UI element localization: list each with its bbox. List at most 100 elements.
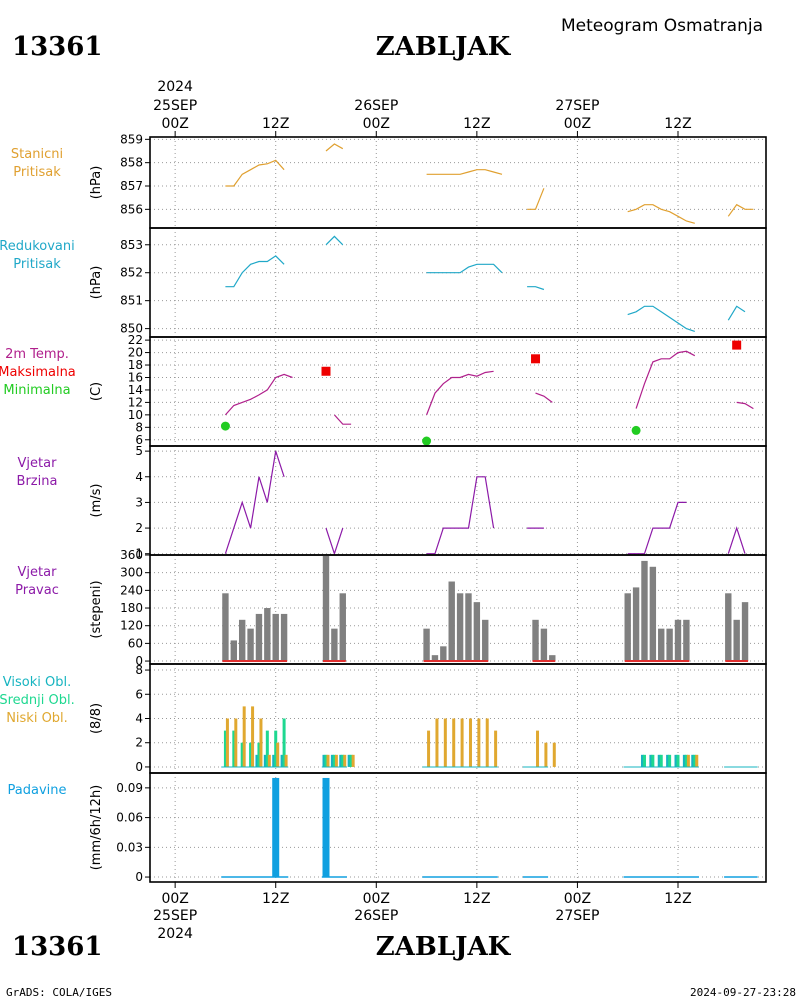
cloud-bar xyxy=(232,730,236,767)
y-tick-label: 0 xyxy=(135,870,143,884)
cloud-bar xyxy=(265,730,269,767)
wind-direction-bar xyxy=(465,593,472,662)
y-tick-label: 22 xyxy=(128,333,143,347)
y-tick-label: 8 xyxy=(135,663,143,677)
cloud-bar xyxy=(255,754,259,767)
series-line xyxy=(535,392,553,403)
y-tick-label: 0 xyxy=(135,760,143,774)
wind-direction-bar xyxy=(733,619,740,662)
time-tick-label: 00Z xyxy=(161,891,188,907)
wind-direction-bar xyxy=(280,613,288,662)
series-label: Padavine xyxy=(8,783,67,798)
y-tick-label: 853 xyxy=(120,238,143,252)
series-line xyxy=(627,501,687,555)
y-axis-unit: (hPa) xyxy=(89,166,104,200)
y-tick-label: 852 xyxy=(120,266,143,280)
min-temp-marker xyxy=(631,425,641,435)
y-tick-label: 18 xyxy=(128,358,143,372)
series-label: Pravac xyxy=(15,583,59,598)
cloud-bar xyxy=(666,754,670,767)
wind-direction-bar xyxy=(272,613,279,662)
cloud-bar xyxy=(257,742,261,767)
series-label: Niski Obl. xyxy=(6,711,68,726)
y-tick-label: 850 xyxy=(120,322,143,336)
y-tick-label: 0.09 xyxy=(116,781,143,795)
time-tick-label: 00Z xyxy=(564,116,591,132)
y-tick-label: 0.03 xyxy=(116,840,143,854)
y-tick-label: 6 xyxy=(135,433,143,447)
y-tick-label: 858 xyxy=(120,156,143,170)
y-tick-label: 4 xyxy=(135,712,143,726)
cloud-bar xyxy=(657,754,661,767)
series-label: Stanicni xyxy=(11,147,63,162)
wind-direction-bar xyxy=(448,581,455,662)
wind-direction-bar xyxy=(322,555,330,662)
cloud-bar xyxy=(263,754,267,767)
cloud-bar xyxy=(682,754,686,767)
series-line xyxy=(426,263,503,274)
series-label: Pritisak xyxy=(13,165,61,180)
cloud-bar xyxy=(536,730,540,767)
cloud-bar xyxy=(276,742,280,767)
time-tick-label: 12Z xyxy=(463,891,490,907)
cloud-bar xyxy=(443,718,447,767)
series-line xyxy=(635,350,696,409)
time-tick-label: 25SEP xyxy=(153,98,197,114)
cloud-bar xyxy=(477,718,481,767)
timestamp: 2024-09-27-23:28 xyxy=(690,986,796,999)
wind-direction-bar xyxy=(683,619,690,662)
y-tick-label: 20 xyxy=(128,346,143,360)
wind-direction-bar xyxy=(632,587,640,662)
cloud-bar xyxy=(695,754,699,767)
cloud-bar xyxy=(274,730,278,767)
cloud-bar xyxy=(659,754,663,767)
series-line xyxy=(527,286,545,291)
footer: 13361 ZABLJAK GrADS: COLA/IGES 2024-09-2… xyxy=(6,932,796,999)
panel-station_pressure: 856 857 858 859 (hPa) Stanicni Pritisak xyxy=(11,132,767,229)
series-line xyxy=(224,373,293,416)
time-tick-label: 00Z xyxy=(363,116,390,132)
series-label: Pritisak xyxy=(13,257,61,272)
cloud-bar xyxy=(339,754,343,767)
cloud-bar xyxy=(485,718,489,767)
series-label: Vjetar xyxy=(18,456,58,471)
panel-reduced_pressure: 850 851 852 853 (hPa) Redukovani Pritisak xyxy=(0,227,767,338)
cloud-bar xyxy=(330,754,334,767)
wind-direction-bar xyxy=(725,593,732,662)
series-line xyxy=(325,143,344,152)
panel-wind_direction: 0 60 120 180 240 300 360 (stepeni) Vjetar Pravac xyxy=(15,548,767,668)
cloud-bar xyxy=(284,754,288,767)
cloud-bar xyxy=(347,754,351,767)
cloud-bar xyxy=(460,718,464,767)
y-tick-label: 4 xyxy=(135,470,143,484)
cloud-bar xyxy=(223,730,227,767)
cloud-bar xyxy=(684,754,688,767)
wind-direction-bar xyxy=(456,593,464,662)
min-temp-marker xyxy=(422,436,432,446)
time-tick-label: 00Z xyxy=(363,891,390,907)
y-tick-label: 360 xyxy=(120,548,143,562)
cloud-bar xyxy=(676,754,680,767)
cloud-bar xyxy=(544,742,548,767)
cloud-bar xyxy=(334,754,338,767)
cloud-bar xyxy=(267,754,271,767)
precip-bar xyxy=(322,777,330,878)
series-label: 2m Temp. xyxy=(5,347,69,362)
series-line xyxy=(225,255,285,288)
footer-station-id: 13361 xyxy=(12,932,102,962)
wind-direction-bar xyxy=(741,602,749,662)
y-tick-label: 857 xyxy=(120,179,143,193)
y-tick-label: 16 xyxy=(128,370,143,384)
y-tick-label: 6 xyxy=(135,687,143,701)
y-axis-unit: (m/s) xyxy=(89,484,104,518)
time-tick-label: 12Z xyxy=(664,891,691,907)
panel-wind_speed: 1 2 3 4 5 (m/s) Vjetar Brzina xyxy=(17,444,767,561)
time-tick-label: 12Z xyxy=(664,116,691,132)
series-label: Vjetar xyxy=(18,565,58,580)
cloud-bar xyxy=(341,754,345,767)
y-tick-label: 5 xyxy=(135,444,143,458)
cloud-bar xyxy=(452,718,456,767)
station-name: ZABLJAK xyxy=(376,32,512,62)
wind-direction-bar xyxy=(658,628,665,662)
cloud-bar xyxy=(649,754,653,767)
